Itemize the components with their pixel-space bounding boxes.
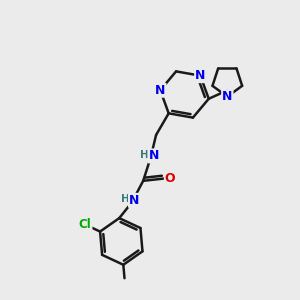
Text: N: N bbox=[155, 84, 166, 97]
Text: N: N bbox=[129, 194, 140, 207]
Text: Cl: Cl bbox=[79, 218, 92, 231]
Text: O: O bbox=[165, 172, 175, 185]
Text: N: N bbox=[222, 90, 232, 103]
Text: N: N bbox=[195, 69, 206, 82]
Text: N: N bbox=[148, 149, 159, 162]
Text: H: H bbox=[140, 150, 148, 160]
Text: H: H bbox=[122, 194, 130, 204]
